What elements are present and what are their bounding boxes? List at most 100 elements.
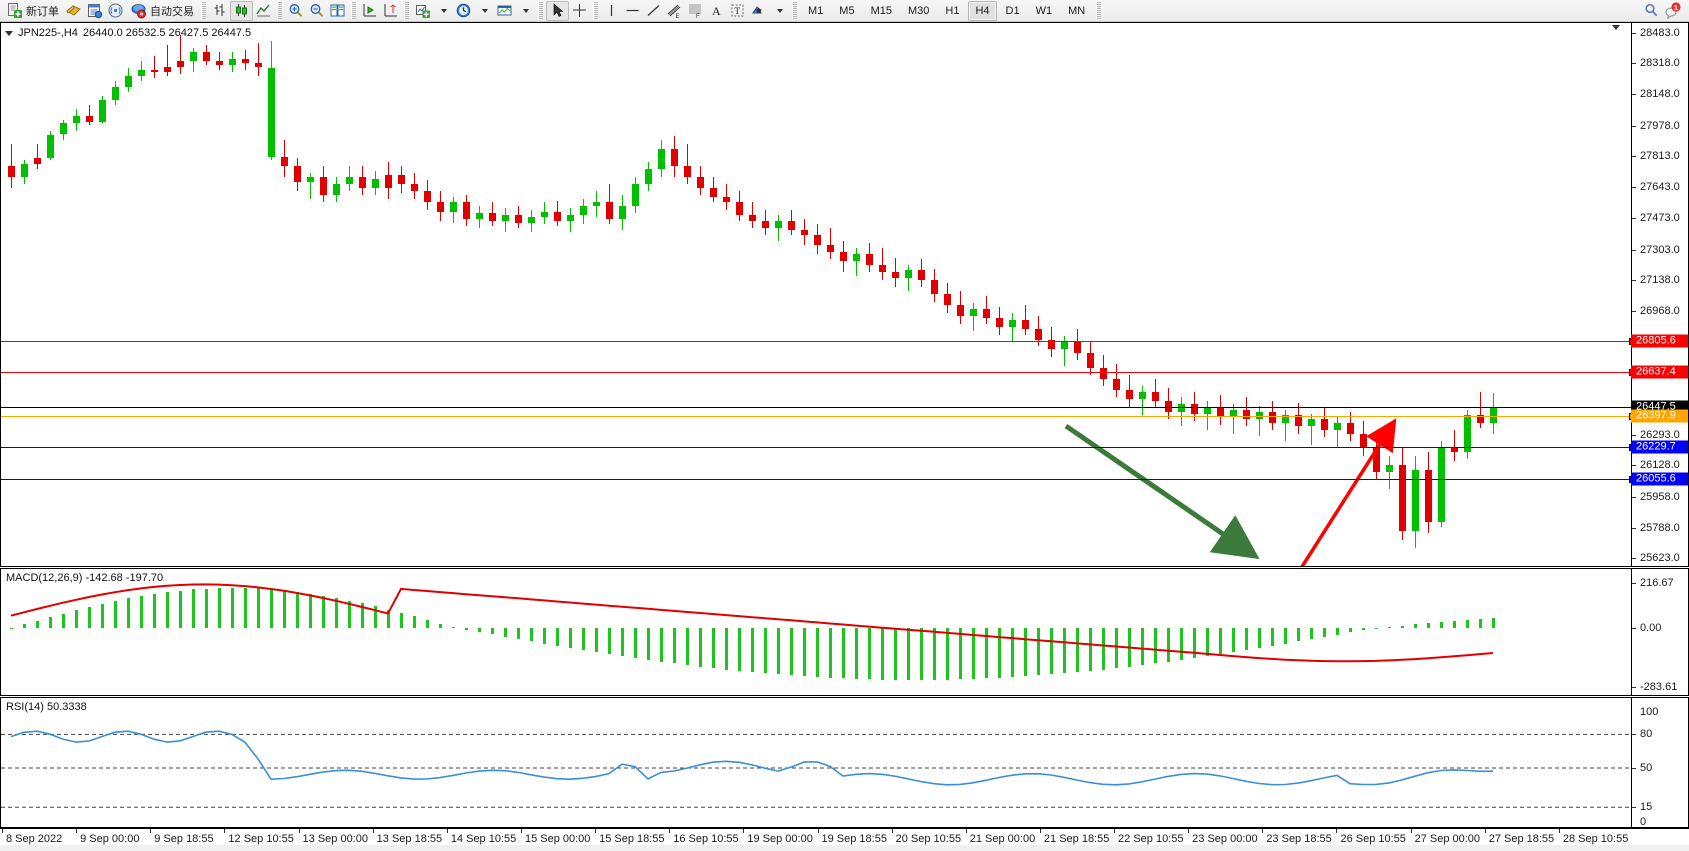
tab-timeframe-m15[interactable]: M15 — [870, 4, 892, 17]
equidistant-channel-button[interactable]: E — [664, 1, 685, 21]
new-order-label: 新订单 — [26, 5, 59, 18]
macd-histogram-bar — [1453, 621, 1456, 629]
autotrading-button[interactable]: 自动交易 — [126, 1, 198, 21]
level-line-support-upper[interactable] — [1, 443, 1636, 451]
text-button[interactable]: A — [706, 1, 727, 21]
price-tick-label: 28483.0 — [1640, 27, 1680, 39]
vertical-line-button[interactable] — [601, 1, 622, 21]
candle-body — [281, 156, 288, 166]
templates-dropdown[interactable] — [515, 1, 535, 21]
chart-shift-icon — [382, 2, 399, 19]
macd-histogram-bar — [959, 628, 962, 680]
tab-timeframe-m5[interactable]: M5 — [839, 4, 855, 17]
candle-wick — [1285, 409, 1286, 442]
fibonacci-button[interactable]: F — [685, 1, 706, 21]
candle-body — [684, 165, 691, 177]
candle-body — [1113, 378, 1120, 390]
price-tick-mark — [1632, 496, 1636, 498]
time-tick-mark — [965, 829, 967, 833]
rsi-plot[interactable] — [1, 698, 1632, 827]
notifications-button[interactable]: 1 — [1662, 1, 1683, 21]
zoom-in-button[interactable] — [285, 1, 306, 21]
macd-histogram-bar — [946, 628, 949, 680]
rsi-pane[interactable]: RSI(14) 50.3338 100 80 50 15 0 — [0, 697, 1689, 828]
data-window-button[interactable] — [84, 1, 105, 21]
candle-body — [34, 158, 41, 164]
chart-container[interactable]: JPN225-,H4 26440.0 26532.5 26427.5 26447… — [0, 22, 1689, 828]
candle-body — [788, 220, 795, 230]
price-tag-resistance-lower[interactable]: 26637.4 — [1631, 365, 1688, 379]
signals-button[interactable] — [105, 1, 126, 21]
trendline-button[interactable] — [643, 1, 664, 21]
text-label-button[interactable]: T — [727, 1, 748, 21]
periods-dropdown[interactable] — [474, 1, 494, 21]
candle-body — [229, 59, 236, 65]
macd-pane[interactable]: MACD(12,26,9) -142.68 -197.70 216.67 0.00… — [0, 568, 1689, 696]
indicators-add-button[interactable] — [412, 1, 433, 21]
level-line-support-lower[interactable] — [1, 475, 1636, 483]
macd-histogram-bar — [192, 589, 195, 629]
price-tag-resistance-upper[interactable]: 26805.6 — [1631, 334, 1688, 348]
price-pane[interactable]: JPN225-,H4 26440.0 26532.5 26427.5 26447… — [0, 22, 1689, 567]
tab-timeframe-d1[interactable]: D1 — [1005, 4, 1020, 17]
tab-timeframe-h4[interactable]: H4 — [968, 0, 997, 21]
tile-windows-button[interactable] — [327, 1, 348, 21]
chart-shift-button[interactable] — [380, 1, 401, 21]
time-tick-mark — [891, 829, 893, 833]
macd-histogram-bar — [1258, 628, 1261, 649]
candle-body — [294, 165, 301, 183]
macd-histogram-bar — [621, 628, 624, 657]
chart-menu-caret-icon[interactable] — [5, 30, 13, 36]
level-line-bid-line[interactable] — [1, 412, 1636, 420]
candle-body — [996, 318, 1003, 328]
candlestick-chart-button[interactable] — [230, 0, 253, 21]
price-tag-support-lower[interactable]: 26055.6 — [1631, 472, 1688, 486]
periods-button[interactable] — [453, 1, 474, 21]
trendline-icon — [645, 2, 662, 19]
templates-button[interactable] — [494, 1, 515, 21]
candle-body — [385, 174, 392, 188]
level-line-current-price[interactable] — [1, 406, 1632, 408]
chart-ohlc-label: 26440.0 26532.5 26427.5 26447.5 — [82, 27, 252, 39]
price-tick-mark — [1632, 218, 1636, 220]
bar-chart-button[interactable] — [209, 1, 230, 21]
crosshair-button[interactable] — [569, 1, 590, 21]
pane-collapse-caret-icon[interactable] — [1612, 25, 1620, 30]
macd-plot[interactable] — [1, 569, 1632, 695]
tab-timeframe-mn[interactable]: MN — [1068, 4, 1086, 17]
tab-timeframe-h1[interactable]: H1 — [945, 4, 960, 17]
time-axis-label: 28 Sep 10:55 — [1562, 833, 1629, 845]
shapes-button[interactable] — [748, 1, 769, 21]
tab-timeframe-m30[interactable]: M30 — [907, 4, 930, 17]
candle-body — [1295, 415, 1302, 427]
macd-histogram-bar — [725, 628, 728, 670]
rsi-scale[interactable]: 100 80 50 15 0 — [1631, 698, 1688, 827]
horizontal-line-button[interactable] — [622, 1, 643, 21]
cursor-button[interactable] — [546, 0, 569, 21]
macd-histogram-bar — [556, 628, 559, 646]
macd-scale[interactable]: 216.67 0.00 -283.61 — [1631, 569, 1688, 695]
indicators-dropdown[interactable] — [433, 1, 453, 21]
candle-body — [749, 215, 756, 221]
expert-advisor-button[interactable] — [63, 1, 84, 21]
candle-body — [1321, 419, 1328, 431]
new-order-button[interactable]: 新订单 — [2, 1, 63, 21]
price-tag-bid-line[interactable]: 26397.9 — [1631, 409, 1688, 423]
price-tag-support-upper[interactable]: 26229.7 — [1631, 440, 1688, 454]
tab-timeframe-w1[interactable]: W1 — [1035, 4, 1053, 17]
macd-histogram-bar — [361, 603, 364, 629]
price-plot[interactable] — [1, 23, 1632, 566]
line-chart-button[interactable] — [253, 1, 274, 21]
periods-icon — [455, 2, 472, 19]
signals-icon — [107, 2, 124, 19]
zoom-out-button[interactable] — [306, 1, 327, 21]
scroll-end-button[interactable] — [359, 1, 380, 21]
level-line-resistance-upper[interactable] — [1, 337, 1636, 345]
candle-wick — [89, 105, 90, 126]
candle-body — [177, 61, 184, 67]
level-line-resistance-lower[interactable] — [1, 368, 1636, 376]
search-button[interactable] — [1641, 1, 1662, 21]
shapes-dropdown[interactable] — [769, 1, 789, 21]
tab-timeframe-m1[interactable]: M1 — [808, 4, 824, 17]
macd-histogram-bar — [1349, 628, 1352, 633]
